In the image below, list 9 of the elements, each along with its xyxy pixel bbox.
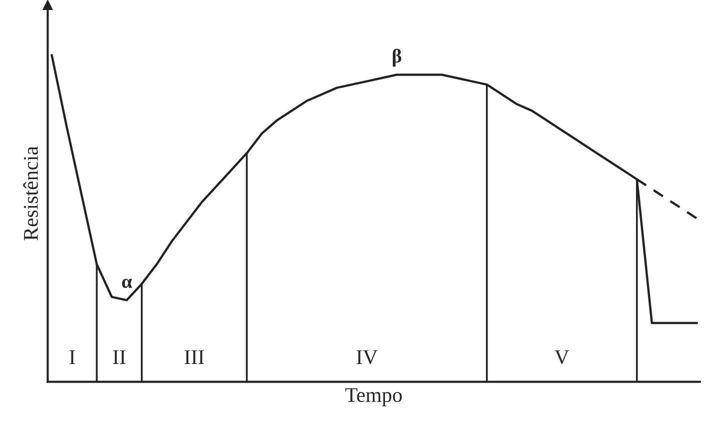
annotation: α — [122, 278, 132, 288]
annotation: V — [554, 350, 570, 364]
y-axis-title: Resistência — [23, 146, 38, 240]
x-axis-title: Tempo — [345, 388, 402, 406]
annotation: β — [392, 48, 402, 67]
annotation: IV — [356, 350, 378, 364]
annotation: III — [184, 350, 204, 364]
annotation: I — [70, 350, 75, 364]
annotation: II — [113, 350, 126, 364]
